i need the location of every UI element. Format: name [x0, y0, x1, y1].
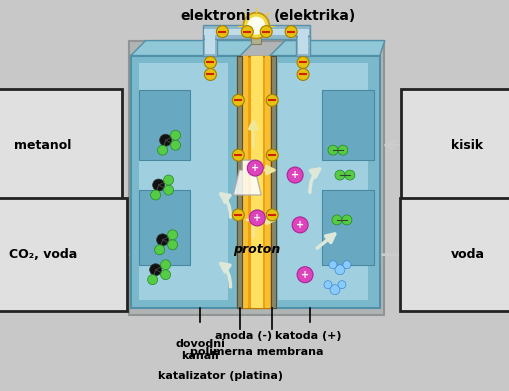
Bar: [271, 56, 276, 308]
Circle shape: [342, 261, 350, 269]
Text: metanol: metanol: [14, 139, 72, 152]
Circle shape: [287, 167, 302, 183]
Bar: [277, 63, 367, 300]
Circle shape: [204, 68, 216, 81]
Bar: [138, 63, 228, 300]
Bar: [241, 56, 248, 308]
Circle shape: [156, 234, 168, 246]
Circle shape: [297, 267, 313, 283]
Circle shape: [328, 261, 336, 269]
Circle shape: [247, 17, 265, 34]
Bar: [237, 56, 275, 308]
Circle shape: [241, 26, 253, 38]
Circle shape: [341, 215, 351, 225]
Text: elektroni: elektroni: [180, 9, 250, 23]
Circle shape: [167, 230, 177, 240]
Circle shape: [285, 26, 297, 38]
Circle shape: [337, 145, 347, 155]
Circle shape: [334, 170, 344, 180]
Circle shape: [266, 94, 277, 106]
Circle shape: [152, 179, 164, 191]
Circle shape: [157, 145, 167, 155]
Circle shape: [232, 94, 244, 106]
Circle shape: [204, 57, 216, 68]
Text: +: +: [300, 270, 308, 280]
Circle shape: [249, 210, 265, 226]
Bar: [321, 190, 373, 265]
Circle shape: [159, 134, 171, 146]
Bar: [204, 29, 262, 34]
Text: kisik: kisik: [450, 139, 483, 152]
Bar: [203, 36, 217, 56]
Bar: [250, 25, 309, 39]
Circle shape: [232, 209, 244, 221]
Circle shape: [232, 149, 244, 161]
Text: +: +: [251, 163, 259, 173]
Circle shape: [334, 265, 344, 275]
Circle shape: [170, 130, 180, 140]
Text: CO₂, voda: CO₂, voda: [9, 248, 77, 261]
Circle shape: [266, 209, 277, 221]
Bar: [270, 56, 379, 308]
Circle shape: [292, 217, 307, 233]
Text: polimerna membrana: polimerna membrana: [189, 348, 322, 357]
Bar: [251, 56, 263, 308]
Circle shape: [163, 175, 173, 185]
Circle shape: [149, 264, 161, 276]
Text: katoda (+): katoda (+): [274, 332, 341, 341]
Text: dovodni
kanali: dovodni kanali: [175, 339, 225, 361]
Circle shape: [297, 57, 308, 68]
Circle shape: [337, 281, 345, 289]
Bar: [251, 29, 308, 34]
Bar: [138, 90, 190, 160]
Circle shape: [260, 26, 272, 38]
Circle shape: [216, 26, 228, 38]
Circle shape: [148, 275, 157, 285]
Text: katalizator (platina): katalizator (platina): [158, 371, 282, 381]
Text: anoda (-): anoda (-): [214, 332, 271, 341]
Circle shape: [167, 240, 177, 250]
Circle shape: [163, 185, 173, 195]
Polygon shape: [130, 41, 255, 56]
Text: +: +: [291, 170, 299, 180]
Bar: [265, 56, 270, 308]
Circle shape: [323, 281, 331, 289]
Circle shape: [266, 149, 277, 161]
Circle shape: [297, 68, 308, 81]
Bar: [128, 41, 383, 314]
Bar: [138, 190, 190, 265]
Bar: [205, 34, 215, 54]
Circle shape: [329, 285, 340, 295]
Bar: [237, 56, 242, 308]
Polygon shape: [270, 41, 384, 56]
Text: voda: voda: [449, 248, 484, 261]
Circle shape: [170, 140, 180, 150]
Circle shape: [160, 270, 170, 280]
Circle shape: [160, 260, 170, 270]
Circle shape: [247, 160, 263, 176]
Polygon shape: [233, 160, 261, 195]
Circle shape: [344, 170, 354, 180]
Bar: [321, 90, 373, 160]
Text: +: +: [295, 220, 303, 230]
Bar: [130, 56, 240, 308]
Bar: [251, 34, 261, 43]
Circle shape: [243, 13, 269, 39]
Text: +: +: [252, 213, 261, 223]
Bar: [296, 36, 309, 56]
Bar: [203, 25, 263, 39]
Text: proton: proton: [232, 243, 279, 256]
Circle shape: [327, 145, 337, 155]
Circle shape: [150, 190, 160, 200]
Circle shape: [154, 245, 164, 255]
Text: (elektrika): (elektrika): [273, 9, 355, 23]
Bar: [297, 34, 307, 54]
Circle shape: [331, 215, 341, 225]
